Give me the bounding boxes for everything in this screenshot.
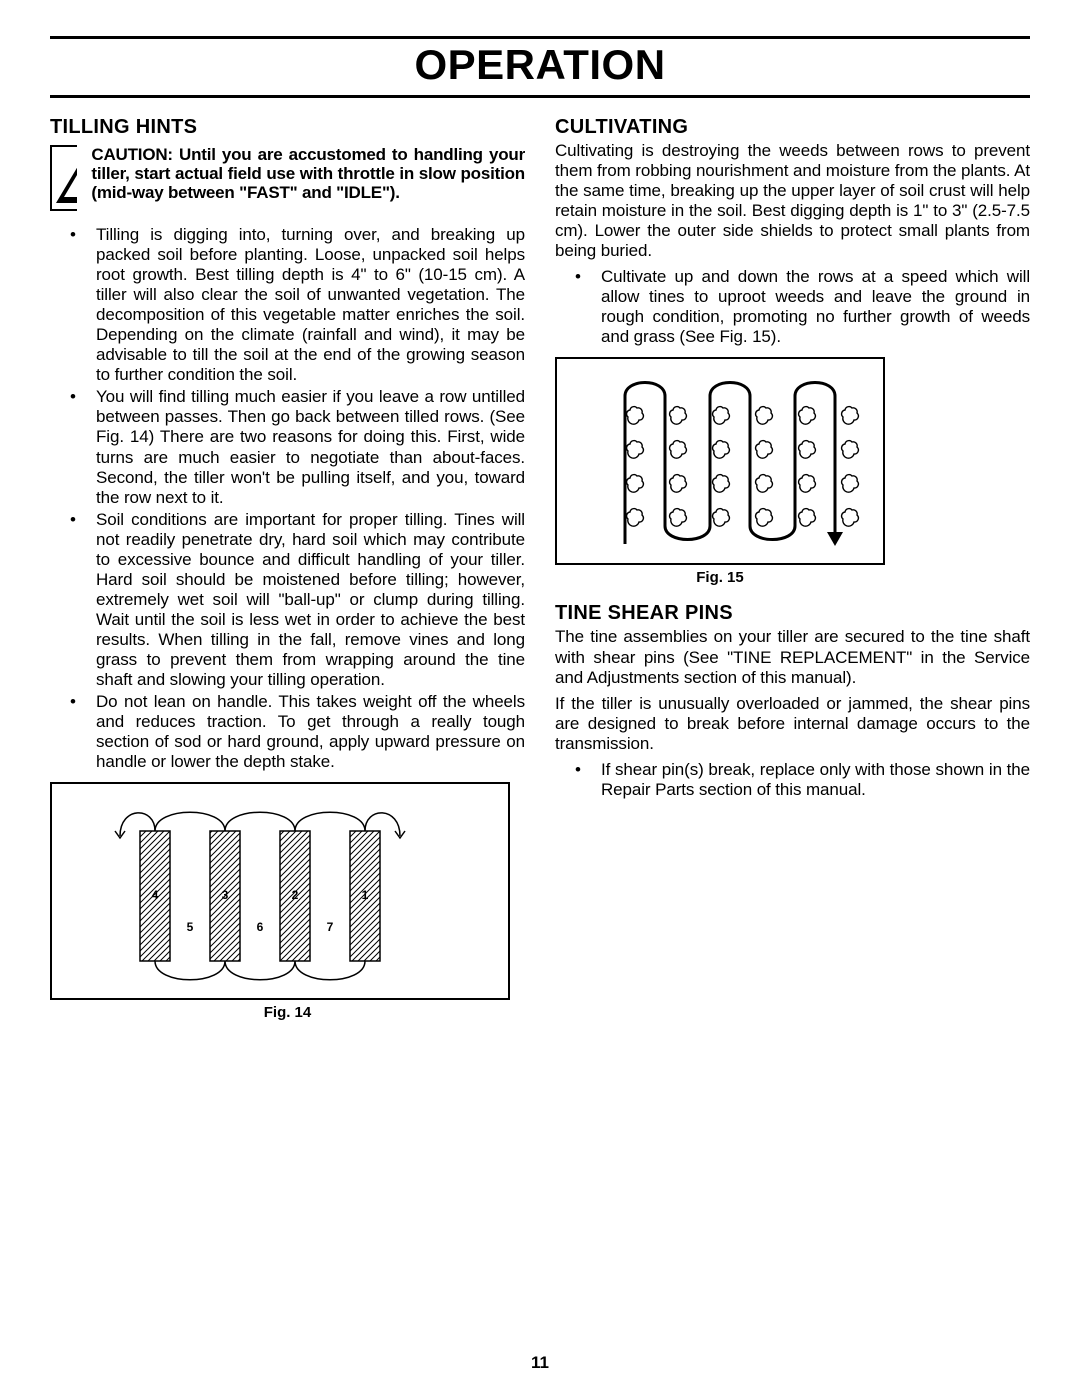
title-bottom-rule	[50, 95, 1030, 98]
right-column: CULTIVATING Cultivating is destroying th…	[555, 116, 1030, 1021]
plant-icon	[842, 509, 859, 527]
plant-icon	[713, 509, 730, 527]
caution-block: CAUTION: Until you are accustomed to han…	[50, 145, 525, 211]
page-title: OPERATION	[50, 39, 1030, 95]
list-item: You will find tilling much easier if you…	[50, 387, 525, 507]
plant-icon	[842, 407, 859, 425]
plant-icon	[756, 509, 773, 527]
cultivating-bullets: Cultivate up and down the rows at a spee…	[555, 267, 1030, 347]
list-item: If shear pin(s) break, replace only with…	[555, 760, 1030, 800]
two-column-layout: TILLING HINTS CAUTION: Until you are acc…	[50, 116, 1030, 1021]
shear-pins-heading: TINE SHEAR PINS	[555, 602, 1030, 625]
plant-icon	[670, 509, 687, 527]
plant-icon	[627, 407, 644, 425]
warning-icon	[50, 145, 77, 211]
plant-icon	[627, 475, 644, 493]
plant-icon	[799, 407, 816, 425]
list-item: Cultivate up and down the rows at a spee…	[555, 267, 1030, 347]
plant-icon	[627, 509, 644, 527]
figure-14-caption: Fig. 14	[50, 1004, 525, 1021]
cultivating-para: Cultivating is destroying the weeds betw…	[555, 141, 1030, 261]
tilling-bullets: Tilling is digging into, turning over, a…	[50, 225, 525, 772]
fig14-label: 7	[327, 920, 334, 934]
plant-icon	[756, 407, 773, 425]
plant-icon	[713, 407, 730, 425]
fig14-label: 3	[222, 888, 229, 902]
list-item: Soil conditions are important for proper…	[50, 510, 525, 690]
plant-icon	[627, 441, 644, 459]
plant-icon	[799, 509, 816, 527]
plant-icon	[799, 441, 816, 459]
plant-icon	[713, 475, 730, 493]
fig14-label: 2	[292, 888, 299, 902]
plant-icon	[842, 475, 859, 493]
plant-icon	[756, 441, 773, 459]
tilling-hints-heading: TILLING HINTS	[50, 116, 525, 139]
fig14-label: 4	[152, 888, 159, 902]
figure-15-box	[555, 357, 885, 565]
figure-14-svg: 4 3 2 1 5 6 7	[60, 791, 500, 991]
caution-text: CAUTION: Until you are accustomed to han…	[91, 145, 525, 202]
plant-icon	[756, 475, 773, 493]
figure-15-caption: Fig. 15	[555, 569, 885, 586]
page-number: 11	[0, 1353, 1080, 1373]
left-column: TILLING HINTS CAUTION: Until you are acc…	[50, 116, 525, 1021]
shear-para-1: The tine assemblies on your tiller are s…	[555, 627, 1030, 687]
plant-icon	[670, 441, 687, 459]
shear-bullets: If shear pin(s) break, replace only with…	[555, 760, 1030, 800]
shear-para-2: If the tiller is unusually overloaded or…	[555, 694, 1030, 754]
plant-icon	[713, 441, 730, 459]
cultivating-heading: CULTIVATING	[555, 116, 1030, 139]
list-item: Tilling is digging into, turning over, a…	[50, 225, 525, 385]
figure-14-box: 4 3 2 1 5 6 7	[50, 782, 510, 1000]
figure-15-svg	[565, 366, 875, 556]
fig14-label: 5	[187, 920, 194, 934]
fig14-label: 1	[362, 888, 369, 902]
plant-icon	[799, 475, 816, 493]
list-item: Do not lean on handle. This takes weight…	[50, 692, 525, 772]
plant-icon	[670, 407, 687, 425]
plant-icon	[842, 441, 859, 459]
fig14-label: 6	[257, 920, 264, 934]
arrowhead-icon	[827, 532, 843, 546]
plant-icon	[670, 475, 687, 493]
